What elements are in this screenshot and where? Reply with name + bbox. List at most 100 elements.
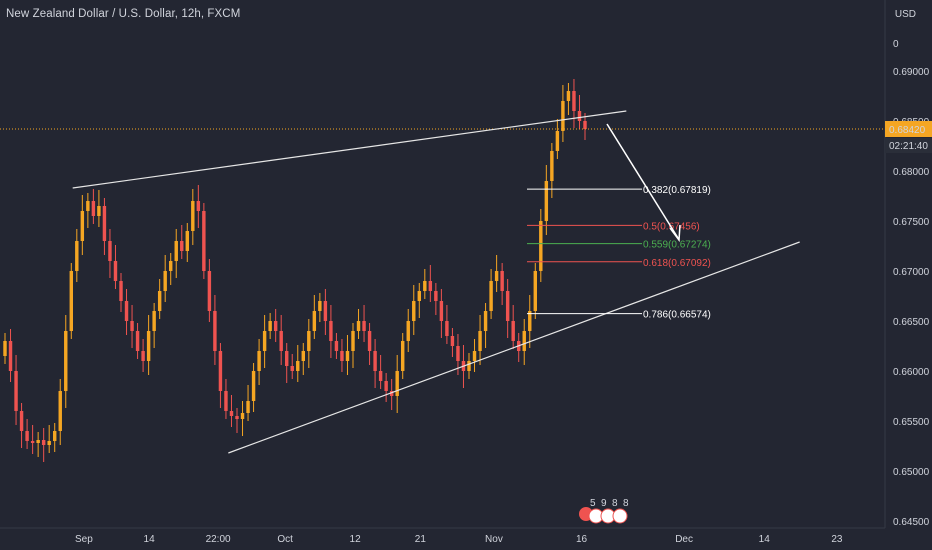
candle-body — [273, 321, 278, 331]
candle-body — [19, 411, 24, 431]
candle-body — [583, 121, 587, 129]
candle-body — [185, 231, 189, 251]
candle-body — [174, 241, 178, 261]
candle-body — [163, 271, 167, 291]
candle-body — [69, 271, 73, 331]
time-tick-label: Sep — [75, 534, 93, 545]
candle-body — [511, 321, 515, 341]
candle-body — [224, 391, 228, 411]
candle-body — [395, 371, 399, 396]
candle-body — [169, 261, 173, 271]
time-tick-label: 22:00 — [206, 534, 231, 545]
candle-body — [329, 321, 333, 341]
price-tick-label: 0.65000 — [893, 467, 930, 478]
candle-body — [146, 331, 151, 361]
candle-body — [384, 381, 388, 391]
candle-body — [467, 361, 471, 371]
candle-body — [218, 351, 223, 391]
candle-body — [285, 351, 289, 366]
price-tick-label: 0.66000 — [893, 367, 930, 378]
time-tick-label: 12 — [350, 534, 362, 545]
time-tick-label: Dec — [675, 534, 693, 545]
candle-body — [345, 351, 350, 361]
candle-body — [572, 91, 576, 111]
candle-body — [64, 331, 68, 391]
event-flag-icon[interactable] — [612, 508, 628, 524]
candle-body — [268, 321, 272, 331]
fib-level-label: 0.618(0.67092) — [643, 258, 711, 269]
upper-trendline[interactable] — [72, 110, 627, 189]
candle-body — [102, 206, 107, 241]
candle-body — [450, 336, 455, 346]
candle-body — [75, 241, 79, 271]
candle-body — [566, 91, 571, 101]
candle-body — [251, 371, 256, 401]
fib-level-label: 0.382(0.67819) — [643, 185, 711, 196]
candle-body — [577, 111, 582, 121]
fib-level-label: 0.786(0.66574) — [643, 310, 711, 321]
candle-body — [318, 301, 322, 311]
candle-body — [417, 291, 421, 301]
time-tick-label: 21 — [415, 534, 427, 545]
candle-body — [119, 281, 123, 301]
candle-body — [207, 271, 212, 311]
candle-body — [8, 341, 13, 371]
candle-body — [301, 351, 305, 361]
candle-body — [58, 391, 62, 431]
candle-body — [91, 201, 96, 216]
candle-body — [262, 331, 267, 351]
candle-body — [41, 440, 46, 445]
candle-body — [97, 206, 101, 216]
currency-label: USD — [895, 9, 916, 20]
candle-body — [180, 241, 184, 251]
price-tick-label: 0.65500 — [893, 417, 930, 428]
candle-body — [494, 271, 499, 281]
candle-body — [533, 271, 537, 311]
candle-body — [312, 311, 317, 331]
candle-body — [257, 351, 261, 371]
candle-body — [483, 311, 488, 331]
candle-body — [505, 291, 510, 321]
event-count-digit: 8 — [612, 498, 618, 509]
candle-body — [25, 431, 29, 441]
price-tick-label: 0.64500 — [893, 517, 930, 528]
candle-body — [412, 301, 416, 321]
candle-body — [86, 201, 90, 211]
candle-body — [191, 201, 195, 231]
current-price-tag — [885, 121, 932, 137]
countdown-tag — [885, 138, 932, 153]
candle-body — [367, 331, 372, 351]
candle-body — [130, 321, 134, 331]
projection-arrow-line[interactable] — [606, 123, 679, 239]
candle-body — [152, 311, 156, 331]
candle-body — [550, 151, 554, 181]
candle-body — [434, 291, 438, 301]
candle-body — [544, 181, 549, 221]
candle-body — [14, 371, 18, 411]
price-tick-label: 0.67000 — [893, 267, 930, 278]
candle-body — [80, 211, 85, 241]
candle-body — [202, 211, 206, 271]
price-tick-label: 0.69000 — [893, 67, 930, 78]
candle-body — [108, 241, 112, 261]
candle-body — [30, 441, 35, 443]
candle-body — [235, 416, 239, 419]
candle-body — [246, 401, 250, 413]
candle-body — [307, 331, 311, 351]
candle-body — [135, 331, 140, 351]
candle-body — [389, 391, 394, 396]
chart-title: New Zealand Dollar / U.S. Dollar, 12h, F… — [6, 8, 241, 20]
price-tick-label: 0.68000 — [893, 167, 930, 178]
candle-body — [362, 321, 366, 331]
price-tick-label: 0.67500 — [893, 217, 930, 228]
candle-body — [213, 311, 217, 351]
candle-body — [428, 281, 433, 291]
candle-body — [36, 440, 40, 443]
candle-body — [439, 301, 444, 321]
candle-body — [53, 431, 57, 441]
bar-countdown: 02:21:40 — [889, 141, 928, 152]
time-tick-label: 14 — [759, 534, 771, 545]
lower-trendline[interactable] — [228, 241, 800, 454]
time-tick-label: 16 — [576, 534, 588, 545]
